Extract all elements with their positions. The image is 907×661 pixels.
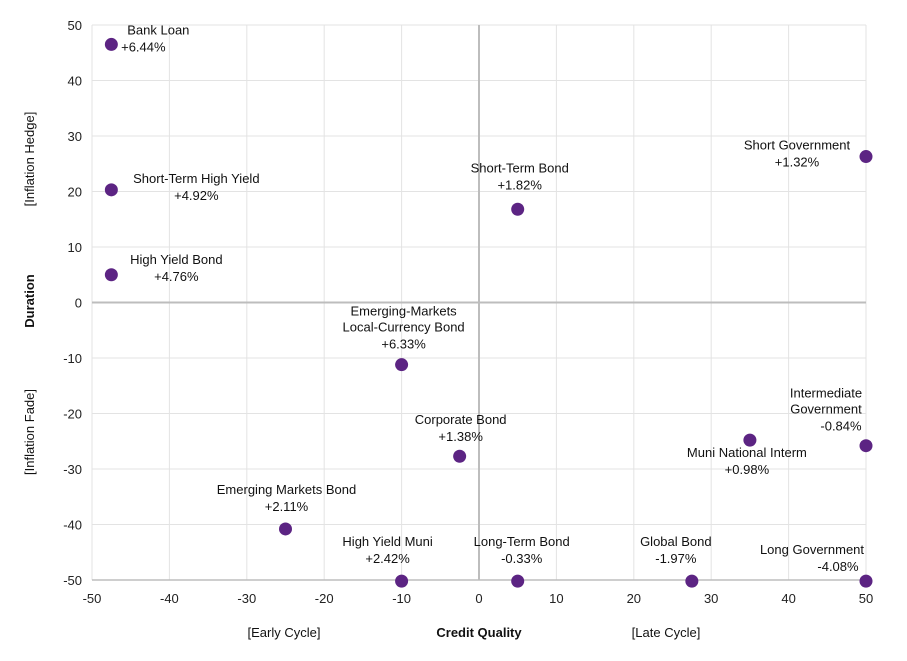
scatter-point xyxy=(104,183,118,197)
point-label: Bank Loan xyxy=(127,22,189,37)
x-tick-label: 10 xyxy=(549,591,563,606)
point-labels: Bank Loan +6.44% Short-Term High Yield +4.9… xyxy=(121,22,864,574)
point-value-label: +1.32% xyxy=(775,155,820,170)
y-tick-label: -50 xyxy=(63,573,82,588)
scatter-point xyxy=(279,522,292,536)
point-label: Short Government xyxy=(744,138,851,153)
y-tick-label: -10 xyxy=(63,351,82,366)
data-points xyxy=(104,37,873,588)
y-tick-label: -30 xyxy=(63,462,82,477)
x-tick-label: -10 xyxy=(392,591,411,606)
point-value-label: +4.92% xyxy=(174,188,219,203)
x-axis-title: Credit Quality xyxy=(436,625,522,640)
scatter-point xyxy=(859,150,873,164)
x-tick-label: 20 xyxy=(627,591,641,606)
y-tick-label: 30 xyxy=(68,129,82,144)
scatter-point xyxy=(453,449,467,463)
x-tick-label: 50 xyxy=(859,591,873,606)
scatter-point xyxy=(104,268,118,282)
point-value-label: +2.42% xyxy=(365,551,410,566)
point-value-label: -0.33% xyxy=(501,551,543,566)
point-value-label: +6.33% xyxy=(381,337,426,352)
scatter-point xyxy=(395,574,409,588)
point-value-label: -4.08% xyxy=(817,559,859,574)
y-tick-label: -20 xyxy=(63,407,82,422)
x-tick-label: 0 xyxy=(475,591,482,606)
point-label: Government xyxy=(790,402,862,417)
point-value-label: +1.82% xyxy=(497,177,542,192)
x-tick-label: -30 xyxy=(237,591,256,606)
point-label: Corporate Bond xyxy=(415,412,507,427)
y-tick-label: 50 xyxy=(68,18,82,33)
point-value-label: -1.97% xyxy=(655,551,697,566)
scatter-point xyxy=(395,358,409,372)
zero-axes xyxy=(92,25,866,581)
scatter-point xyxy=(685,574,699,588)
scatter-point xyxy=(859,574,873,588)
point-value-label: -0.84% xyxy=(820,419,862,434)
x-axis-left-note: [Early Cycle] xyxy=(248,625,321,640)
y-tick-label: 40 xyxy=(68,74,82,89)
x-tick-label: -40 xyxy=(160,591,179,606)
scatter-point xyxy=(511,202,525,216)
point-label: Emerging Markets Bond xyxy=(217,482,356,497)
point-value-label: +2.11% xyxy=(265,499,309,514)
scatter-point xyxy=(743,433,757,447)
point-label: Long-Term Bond xyxy=(474,534,570,549)
point-label: Long Government xyxy=(760,542,864,557)
point-label: Short-Term Bond xyxy=(471,160,569,175)
x-tick-label: -50 xyxy=(83,591,102,606)
y-tick-label: 10 xyxy=(68,240,82,255)
scatter-point xyxy=(511,574,525,588)
x-axis-right-note: [Late Cycle] xyxy=(632,625,701,640)
x-tick-label: 30 xyxy=(704,591,718,606)
point-label: Short-Term High Yield xyxy=(133,171,259,186)
point-label: Muni National Interm xyxy=(687,445,807,460)
y-tick-labels: 50 40 30 20 10 0 -10 -20 -30 -40 -50 xyxy=(63,18,82,588)
x-tick-label: -20 xyxy=(315,591,334,606)
point-value-label: +1.38% xyxy=(438,429,483,444)
point-value-label: +0.98% xyxy=(725,462,770,477)
point-label: High Yield Muni xyxy=(342,534,432,549)
x-tick-labels: -50 -40 -30 -20 -10 0 10 20 30 40 50 xyxy=(83,591,874,606)
y-tick-label: -40 xyxy=(63,518,82,533)
y-axis-bottom-note: [Inflation Fade] xyxy=(22,389,37,475)
point-value-label: +4.76% xyxy=(154,269,199,284)
y-tick-label: 0 xyxy=(75,296,82,311)
scatter-point xyxy=(859,439,873,453)
y-axis-top-note: [Inflation Hedge] xyxy=(22,112,37,207)
point-label: Emerging-Markets xyxy=(350,304,457,319)
scatter-point xyxy=(104,37,118,51)
y-axis-title: Duration xyxy=(22,274,37,328)
point-label: Local-Currency Bond xyxy=(343,320,465,335)
point-label: High Yield Bond xyxy=(130,252,223,267)
point-value-label: +6.44% xyxy=(121,39,166,54)
x-tick-label: 40 xyxy=(781,591,795,606)
y-tick-label: 20 xyxy=(68,185,82,200)
point-label: Global Bond xyxy=(640,534,712,549)
point-label: Intermediate xyxy=(790,386,862,401)
